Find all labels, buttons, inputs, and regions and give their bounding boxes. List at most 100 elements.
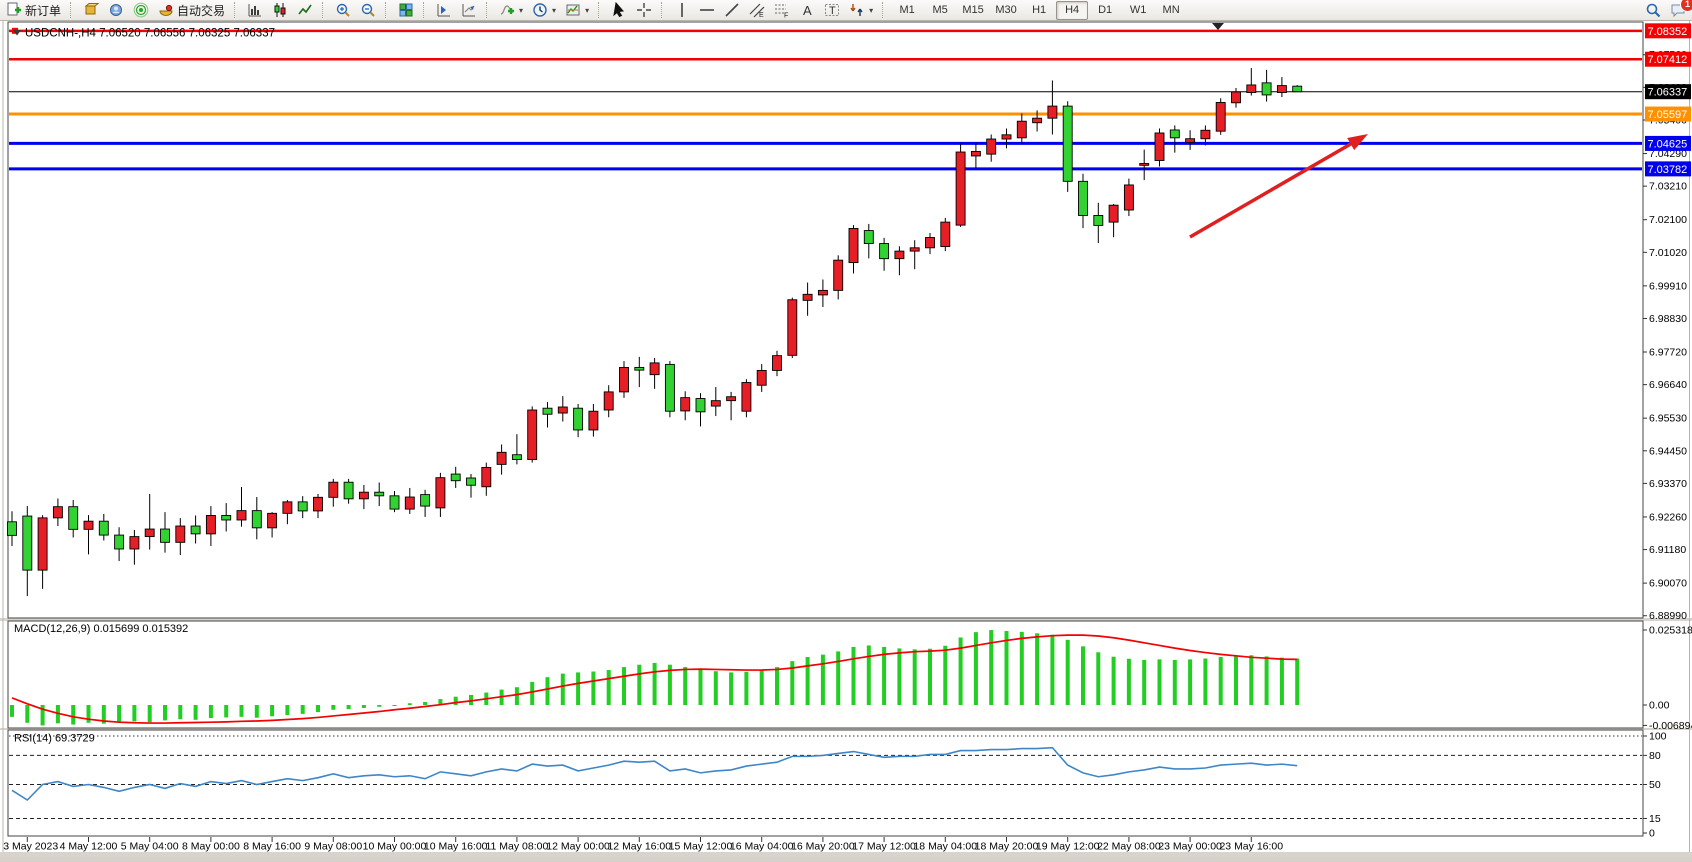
candle-body [925, 237, 935, 249]
crosshair-button[interactable] [632, 0, 656, 21]
timeframe-h1[interactable]: H1 [1032, 4, 1047, 16]
cube-button[interactable] [79, 0, 103, 21]
candle-body [466, 477, 476, 486]
candle-body [496, 451, 507, 465]
new-order-button[interactable]: 新订单 [2, 0, 65, 21]
macd-bar [208, 705, 213, 719]
candle-body [481, 466, 492, 488]
candle-body [619, 366, 629, 393]
macd-bar [1004, 630, 1009, 705]
timeframe-d1[interactable]: D1 [1098, 4, 1113, 16]
signal-button[interactable] [129, 0, 153, 21]
price-tick-label: 7.01020 [1649, 247, 1687, 259]
macd-bar [928, 648, 932, 705]
rsi-tick-label: 80 [1649, 750, 1661, 762]
horizontal-lines [9, 27, 1642, 171]
auto-scroll-icon [462, 4, 476, 17]
macd-bar [729, 672, 734, 705]
templates-button[interactable]: ▾ [561, 0, 593, 21]
candle-body [664, 363, 675, 412]
timeframe-w1[interactable]: W1 [1129, 4, 1147, 16]
candle-body [37, 517, 48, 571]
pane-splitter[interactable] [0, 728, 1692, 730]
macd-pane-area[interactable] [7, 620, 1644, 729]
text-label-button[interactable]: T [820, 0, 844, 21]
fibonacci-button[interactable]: F [770, 0, 794, 21]
price-level-label: 7.04625 [1648, 138, 1688, 150]
vertical-line-button[interactable] [670, 0, 694, 21]
candle-body [1093, 215, 1104, 226]
expert-advisor-button[interactable] [104, 0, 128, 21]
autotrading-button[interactable]: 自动交易 [154, 0, 229, 21]
indicators-button[interactable]: ▾ [495, 0, 527, 21]
horizontal-line-button[interactable] [695, 0, 719, 21]
window-bottom-edge [0, 852, 1692, 857]
line-chart-button[interactable] [293, 0, 317, 21]
timeframe-m1[interactable]: M1 [899, 4, 915, 16]
macd-bar [132, 705, 137, 722]
macd-bar [438, 699, 443, 705]
candle-body [756, 369, 767, 386]
auto-scroll-button[interactable] [457, 0, 481, 21]
cursor-button[interactable] [607, 0, 631, 21]
cube-icon [84, 3, 100, 15]
candle-body [573, 407, 584, 431]
trendline-button[interactable] [720, 0, 744, 21]
text-icon: A [803, 3, 812, 18]
macd-bar [805, 657, 810, 705]
arrows-button[interactable]: ▾ [845, 0, 877, 21]
main-pane-area[interactable] [7, 21, 1644, 619]
macd-bar [1081, 646, 1085, 705]
price-label-box [1645, 51, 1691, 67]
trend-arrow-object[interactable] [1189, 134, 1368, 239]
time-tick-label: 11 May 08:00 [485, 841, 548, 853]
zoom-out-icon [361, 3, 375, 17]
time-axis[interactable]: 3 May 2023 4 May 12:00 5 May 04:00 8 May 00… [3, 837, 1283, 853]
candle-body [236, 510, 247, 521]
chat-button[interactable]: 1 [1666, 0, 1692, 21]
timeframe-m15[interactable]: M15 [962, 4, 984, 16]
toolbar-separator [70, 2, 75, 18]
chevron-down-icon[interactable]: ▾ [519, 5, 524, 15]
timeframe-mn[interactable]: MN [1162, 4, 1180, 16]
candle-body [22, 515, 33, 571]
bar-chart-icon [248, 4, 262, 17]
chevron-down-icon[interactable]: ▾ [585, 5, 590, 15]
text-label-icon: T [825, 4, 840, 17]
chevron-down-icon[interactable]: ▾ [552, 5, 557, 15]
text-button[interactable]: A [795, 0, 819, 21]
shift-chart-button[interactable] [432, 0, 456, 21]
chevron-down-icon[interactable]: ▾ [869, 5, 874, 15]
macd-bar [71, 705, 76, 725]
periods-button[interactable]: ▾ [528, 0, 560, 21]
candle-body [1200, 129, 1211, 140]
time-tick-label: 9 May 08:00 [304, 841, 362, 853]
price-tick-label: 7.02100 [1649, 214, 1687, 226]
candlestick-chart-button[interactable] [268, 0, 292, 21]
equidistant-channel-button[interactable]: E [745, 0, 769, 21]
macd-bar [882, 646, 887, 705]
macd-bar [1279, 657, 1284, 705]
search-button[interactable] [1641, 0, 1665, 21]
trend-arrow-line [1189, 142, 1352, 239]
candle-body [1016, 120, 1027, 139]
candle-body [205, 514, 216, 535]
zoom-in-button[interactable] [331, 0, 355, 21]
timeframe-m5[interactable]: M5 [932, 4, 948, 16]
macd-bar [346, 705, 351, 710]
price-axis[interactable]: 7.075607.064807.054007.042907.032107.021… [1643, 23, 1692, 840]
candle-body [420, 494, 431, 507]
candle-body [955, 151, 966, 226]
zoom-out-button[interactable] [356, 0, 380, 21]
macd-bar [1035, 633, 1040, 705]
tile-windows-button[interactable] [394, 0, 418, 21]
shift-chart-icon [437, 4, 451, 17]
timeframe-m30[interactable]: M30 [995, 4, 1017, 16]
timeframe-h4[interactable]: H4 [1056, 0, 1089, 20]
toolbar-separator [661, 2, 666, 18]
macd-bar [40, 705, 45, 726]
pane-splitter[interactable] [0, 618, 1692, 621]
macd-bar [423, 702, 428, 705]
candle-body [634, 366, 645, 371]
bar-chart-button[interactable] [243, 0, 267, 21]
